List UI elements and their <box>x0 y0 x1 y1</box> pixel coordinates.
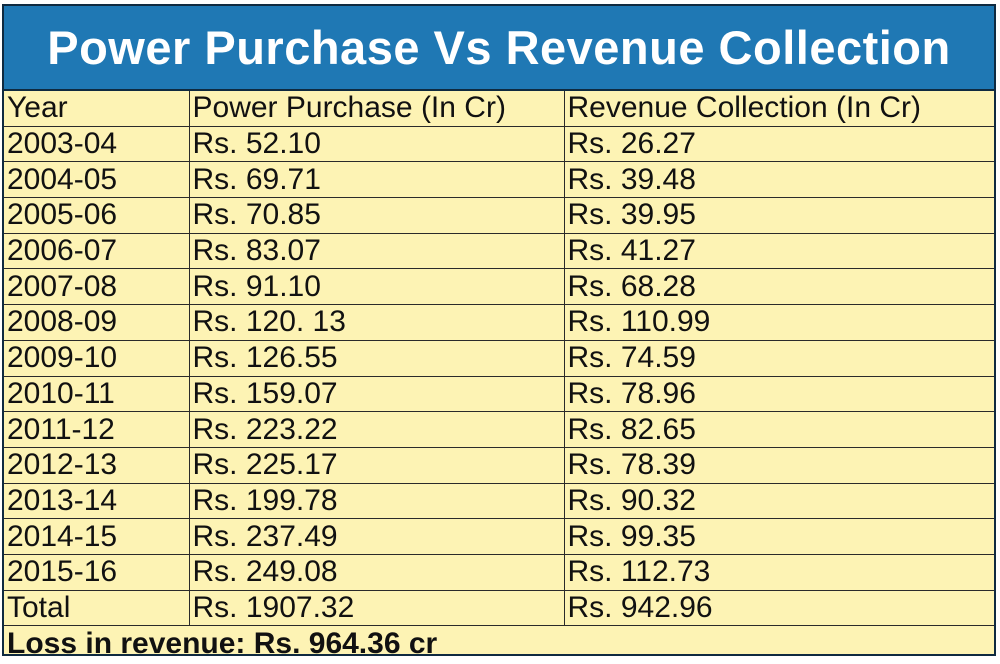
cell-revenue-collection: Rs. 90.32 <box>563 482 994 520</box>
cell-revenue-collection: Rs. 112.73 <box>563 553 994 591</box>
cell-power-purchase: Rs. 91.10 <box>188 268 565 306</box>
cell-year: 2008-09 <box>4 304 190 341</box>
cell-year: 2011-12 <box>4 411 190 448</box>
cell-power-purchase: Rs. 70.85 <box>188 197 565 234</box>
table-row: 2009-10 Rs. 126.55 Rs. 74.59 <box>4 339 994 377</box>
cell-revenue-collection: Rs. 82.65 <box>563 411 994 448</box>
loss-row: Loss in revenue: Rs. 964.36 cr <box>4 625 994 654</box>
cell-revenue-collection: Rs. 39.48 <box>563 161 994 199</box>
cell-revenue-collection: Rs. 78.39 <box>563 446 994 484</box>
cell-year: 2009-10 <box>4 339 190 377</box>
total-revenue-collection: Rs. 942.96 <box>563 590 994 627</box>
cell-year: 2004-05 <box>4 161 190 199</box>
table-row: 2006-07 Rs. 83.07 Rs. 41.27 <box>4 232 994 270</box>
header-row: Year Power Purchase (In Cr) Revenue Coll… <box>4 91 994 127</box>
header-year: Year <box>4 91 190 127</box>
cell-year: 2007-08 <box>4 268 190 306</box>
cell-power-purchase: Rs. 126.55 <box>188 339 565 377</box>
cell-year: 2014-15 <box>4 518 190 555</box>
header-power-purchase: Power Purchase (In Cr) <box>188 91 565 127</box>
table-row: 2008-09 Rs. 120. 13 Rs. 110.99 <box>4 304 994 341</box>
total-power-purchase: Rs. 1907.32 <box>188 590 565 627</box>
cell-revenue-collection: Rs. 110.99 <box>563 304 994 341</box>
table-row: 2010-11 Rs. 159.07 Rs. 78.96 <box>4 375 994 413</box>
loss-in-revenue-note: Loss in revenue: Rs. 964.36 cr <box>4 625 994 654</box>
total-row: Total Rs. 1907.32 Rs. 942.96 <box>4 590 994 627</box>
cell-year: 2015-16 <box>4 553 190 591</box>
table-row: 2015-16 Rs. 249.08 Rs. 112.73 <box>4 553 994 591</box>
table-row: 2012-13 Rs. 225.17 Rs. 78.39 <box>4 446 994 484</box>
table-row: 2011-12 Rs. 223.22 Rs. 82.65 <box>4 411 994 448</box>
cell-power-purchase: Rs. 83.07 <box>188 232 565 270</box>
cell-year: 2012-13 <box>4 446 190 484</box>
table-row: 2005-06 Rs. 70.85 Rs. 39.95 <box>4 197 994 234</box>
cell-revenue-collection: Rs. 68.28 <box>563 268 994 306</box>
table-row: 2013-14 Rs. 199.78 Rs. 90.32 <box>4 482 994 520</box>
cell-power-purchase: Rs. 237.49 <box>188 518 565 555</box>
table-row: 2014-15 Rs. 237.49 Rs. 99.35 <box>4 518 994 555</box>
table-body: 2003-04 Rs. 52.10 Rs. 26.27 2004-05 Rs. 69.7… <box>4 126 994 591</box>
cell-power-purchase: Rs. 225.17 <box>188 446 565 484</box>
header-revenue-collection: Revenue Collection (In Cr) <box>563 91 994 127</box>
cell-power-purchase: Rs. 249.08 <box>188 553 565 591</box>
cell-year: 2003-04 <box>4 126 190 163</box>
cell-power-purchase: Rs. 159.07 <box>188 375 565 413</box>
cell-revenue-collection: Rs. 78.96 <box>563 375 994 413</box>
cell-revenue-collection: Rs. 26.27 <box>563 126 994 163</box>
cell-power-purchase: Rs. 223.22 <box>188 411 565 448</box>
cell-year: 2010-11 <box>4 375 190 413</box>
cell-year: 2013-14 <box>4 482 190 520</box>
cell-power-purchase: Rs. 69.71 <box>188 161 565 199</box>
cell-power-purchase: Rs. 52.10 <box>188 126 565 163</box>
cell-revenue-collection: Rs. 99.35 <box>563 518 994 555</box>
cell-revenue-collection: Rs. 39.95 <box>563 197 994 234</box>
cell-revenue-collection: Rs. 74.59 <box>563 339 994 377</box>
cell-year: 2005-06 <box>4 197 190 234</box>
chart-title: Power Purchase Vs Revenue Collection <box>47 21 951 74</box>
table-row: 2003-04 Rs. 52.10 Rs. 26.27 <box>4 126 994 163</box>
cell-revenue-collection: Rs. 41.27 <box>563 232 994 270</box>
title-banner: Power Purchase Vs Revenue Collection <box>4 6 994 91</box>
cell-power-purchase: Rs. 120. 13 <box>188 304 565 341</box>
table-row: 2004-05 Rs. 69.71 Rs. 39.48 <box>4 161 994 199</box>
infographic-frame: Power Purchase Vs Revenue Collection Yea… <box>2 4 996 656</box>
data-table: Year Power Purchase (In Cr) Revenue Coll… <box>4 91 994 654</box>
cell-power-purchase: Rs. 199.78 <box>188 482 565 520</box>
total-label: Total <box>4 590 190 627</box>
cell-year: 2006-07 <box>4 232 190 270</box>
table-row: 2007-08 Rs. 91.10 Rs. 68.28 <box>4 268 994 306</box>
